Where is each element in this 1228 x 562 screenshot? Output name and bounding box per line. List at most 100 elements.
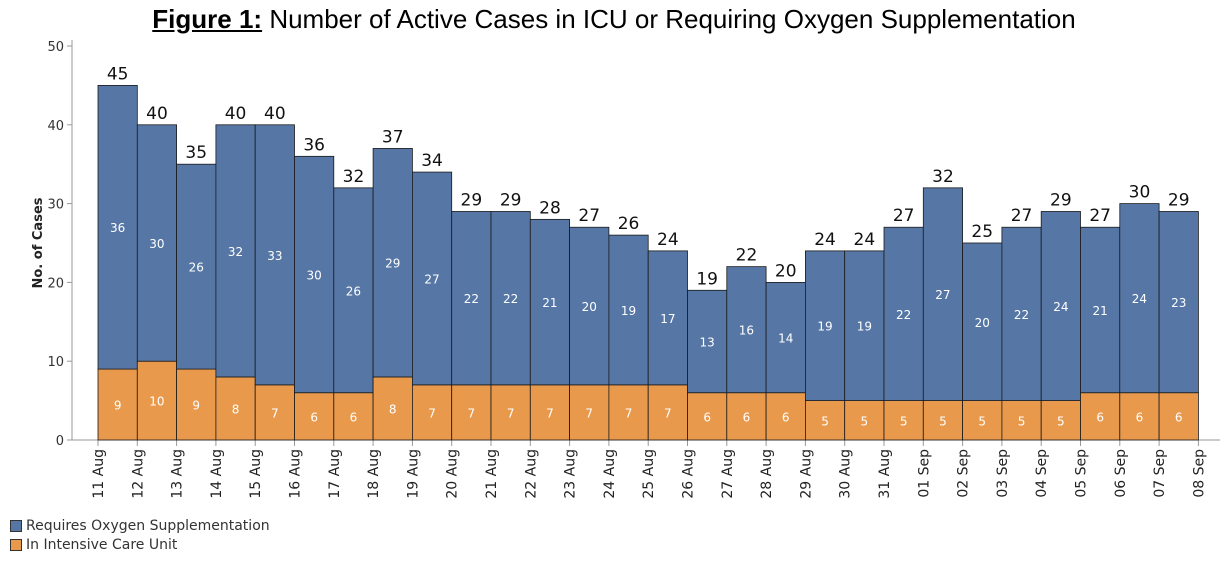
data-label-total: 27 [578,206,600,226]
data-label-oxygen: 22 [896,308,911,322]
data-label-total: 34 [421,151,443,171]
data-label-icu: 6 [1096,410,1104,424]
bar-oxygen [805,250,846,402]
data-label-icu: 6 [1136,410,1144,424]
data-label-oxygen: 16 [739,324,754,338]
x-tick-label: 02 Sep [956,449,972,498]
data-label-icu: 7 [664,406,672,420]
data-label-icu: 8 [389,402,397,416]
bar-oxygen [922,187,963,401]
bar-oxygen [765,281,806,394]
y-tick-label: 50 [47,40,64,55]
data-label-oxygen: 22 [1014,308,1029,322]
bar-oxygen [490,211,531,386]
data-label-total: 29 [1050,190,1072,210]
x-tick-label: 19 Aug [405,449,421,499]
x-tick-label: 22 Aug [523,449,539,499]
data-label-oxygen: 27 [424,272,439,286]
stacked-bar-chart: 0 10 20 30 40 50 No. of Cases 11 Aug 12 Aug 13 Au… [31,40,1220,499]
x-tick-label: 25 Aug [641,449,657,499]
data-label-icu: 5 [939,414,947,428]
bar-icu [411,384,453,441]
data-label-total: 24 [657,230,679,250]
bar-icu [608,384,649,441]
bar-oxygen [97,85,138,370]
bar-icu [333,392,374,441]
legend-label-oxygen: Requires Oxygen Supplementation [26,517,270,534]
data-label-icu: 5 [1057,414,1065,428]
data-label-icu: 6 [310,410,318,424]
bar-icu [136,360,178,441]
data-label-oxygen: 19 [857,320,872,334]
bar-icu [687,392,728,441]
data-label-oxygen: 22 [464,292,479,306]
data-label-total: 25 [971,222,993,242]
data-label-icu: 6 [703,410,711,424]
bar-icu [1080,392,1121,441]
data-label-oxygen: 29 [385,257,400,271]
bar-icu [569,384,610,441]
data-label-oxygen: 27 [935,288,950,302]
x-tick-label: 06 Sep [1113,449,1129,498]
x-tick-label: 27 Aug [720,449,736,499]
bar-oxygen [608,234,649,386]
data-label-total: 27 [893,206,915,226]
data-label-total: 24 [854,230,876,250]
bar-oxygen [1119,203,1160,394]
data-label-total: 45 [107,64,129,84]
data-label-icu: 5 [861,414,869,428]
data-label-icu: 7 [271,406,279,420]
x-tick-label: 24 Aug [602,449,618,499]
data-label-oxygen: 24 [1053,300,1068,314]
bar-icu [254,384,295,441]
bar-icu [372,376,413,441]
x-tick-label: 03 Sep [995,449,1011,498]
x-tick-label: 12 Aug [130,449,146,499]
bar-oxygen [883,226,924,402]
data-label-total: 24 [814,230,836,250]
x-tick-label: 20 Aug [445,449,461,499]
y-tick-label: 40 [47,119,64,134]
data-label-icu: 8 [232,402,240,416]
data-label-total: 40 [146,104,168,124]
data-label-total: 40 [225,104,247,124]
data-label-oxygen: 20 [582,300,597,314]
data-label-total: 32 [932,167,954,187]
data-label-total: 27 [1011,206,1033,226]
x-tick-label: 08 Sep [1191,449,1207,498]
data-label-icu: 5 [978,414,986,428]
x-tick-label: 14 Aug [209,449,225,499]
data-label-oxygen: 33 [267,249,282,263]
data-label-total: 30 [1129,183,1151,203]
data-label-total: 26 [618,214,640,234]
x-tick-label: 18 Aug [366,449,382,499]
x-tick-label: 11 Aug [91,449,107,499]
bar-oxygen [254,124,295,386]
x-tick-label: 23 Aug [563,449,579,499]
x-tick-label: 16 Aug [288,449,304,499]
bar-icu [1040,400,1081,441]
data-label-oxygen: 32 [228,245,243,259]
data-label-oxygen: 20 [975,316,990,330]
bar-icu [451,384,492,441]
data-label-icu: 7 [546,406,554,420]
bar-oxygen [372,148,413,378]
data-label-icu: 5 [1018,414,1026,428]
x-tick-label: 21 Aug [484,449,500,499]
bar-icu [883,400,924,441]
data-label-oxygen: 19 [817,320,832,334]
data-label-total: 40 [264,104,286,124]
data-label-oxygen: 36 [110,221,125,235]
data-label-icu: 5 [900,414,908,428]
data-label-oxygen: 23 [1171,296,1186,310]
bar-oxygen [451,211,492,386]
bar-icu [765,392,806,441]
x-tick-label: 15 Aug [248,449,264,499]
data-label-total: 29 [1168,190,1190,210]
data-label-icu: 10 [149,395,164,409]
y-tick-label: 10 [47,355,64,370]
y-axis-label: No. of Cases [31,197,46,288]
y-tick-label: 30 [47,198,64,213]
bar-oxygen [569,226,610,386]
data-label-oxygen: 21 [542,296,557,310]
